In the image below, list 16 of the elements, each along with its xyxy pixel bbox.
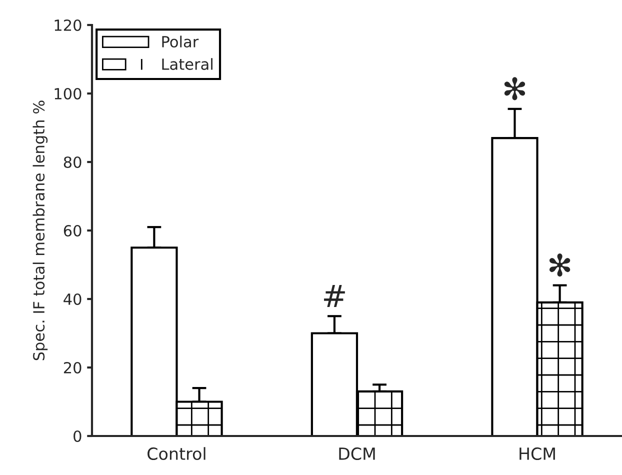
legend-label: Lateral xyxy=(162,58,212,70)
x-tick-label: DCM xyxy=(339,447,375,460)
data-label: # xyxy=(324,285,345,307)
data-label: ✻ xyxy=(504,77,526,100)
x-tick-label: Control xyxy=(148,447,206,460)
legend-label: Polar xyxy=(162,36,199,48)
y-tick-label: 0 xyxy=(74,430,82,442)
data-label: ✻ xyxy=(549,253,570,277)
y-tick-label: 60 xyxy=(64,224,82,237)
x-tick-label: HCM xyxy=(520,447,555,460)
y-tick-label: 120 xyxy=(54,19,82,32)
y-tick-label: 40 xyxy=(64,293,82,306)
y-tick-label: 100 xyxy=(54,88,82,100)
y-tick-label: 20 xyxy=(64,362,82,374)
y-axis-title: Spec. IF total membrane length % xyxy=(32,100,48,360)
y-tick-label: 80 xyxy=(64,156,82,168)
